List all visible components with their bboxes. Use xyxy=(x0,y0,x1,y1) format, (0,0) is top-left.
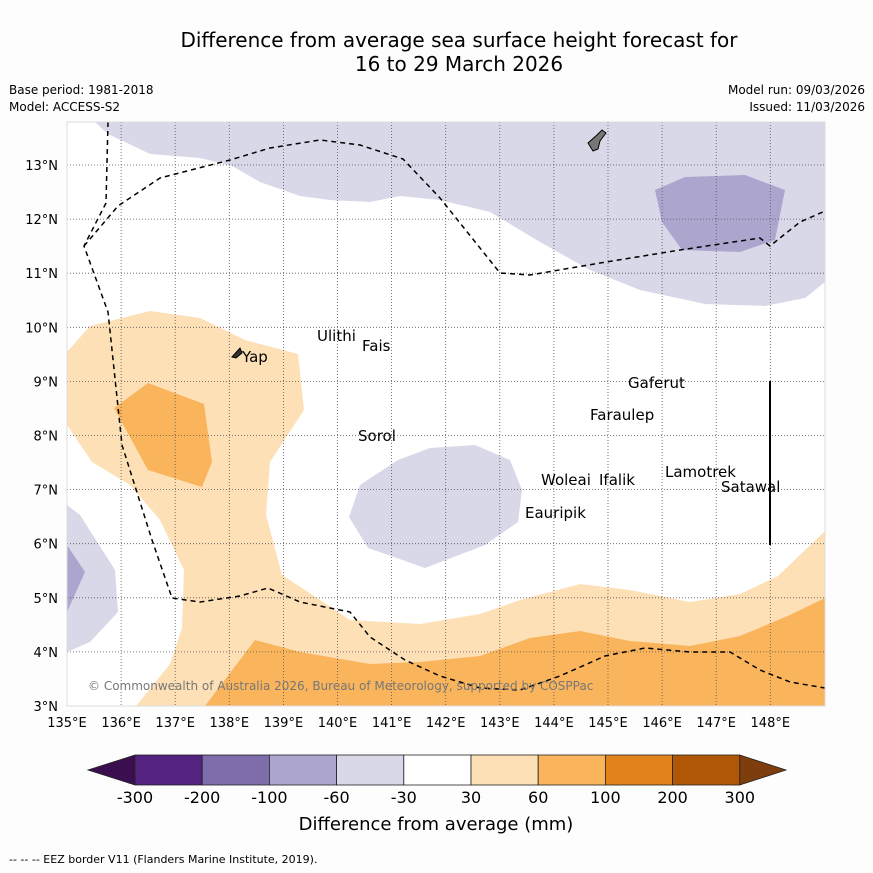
lat-tick-label: 11°N xyxy=(25,267,58,282)
place-label-fais: Fais xyxy=(362,337,391,355)
colorbar-extend-high xyxy=(739,754,788,786)
contour-neg60-west xyxy=(67,545,85,612)
contour-neg30-central xyxy=(349,445,522,568)
longitude-labels: 135°E 136°E 137°E 138°E 139°E 140°E 141°E 142°E… xyxy=(47,716,790,731)
contour-pos30-western xyxy=(67,311,825,706)
colorbar-axis-label: Difference from average (mm) xyxy=(299,814,574,835)
colorbar-tick-label: -30 xyxy=(391,788,417,807)
colorbar-tick-labels: -300 -200 -100 -60 -30 30 60 100 200 300 xyxy=(117,788,755,807)
lon-tick-label: 141°E xyxy=(372,716,412,731)
lon-tick-label: 138°E xyxy=(210,716,250,731)
colorbar-swatch xyxy=(672,754,741,786)
colorbar-swatch xyxy=(336,754,405,786)
lat-tick-label: 13°N xyxy=(25,159,58,174)
lat-tick-label: 3°N xyxy=(34,700,59,715)
place-label-yap: Yap xyxy=(241,348,268,366)
contour-neg30-north xyxy=(95,122,825,306)
colorbar-swatch xyxy=(134,754,203,786)
lon-tick-label: 137°E xyxy=(155,716,195,731)
lon-tick-label: 135°E xyxy=(47,716,87,731)
colorbar-tick-label: -100 xyxy=(251,788,287,807)
lon-tick-label: 145°E xyxy=(588,716,628,731)
lon-tick-label: 144°E xyxy=(534,716,574,731)
place-label-gaferut: Gaferut xyxy=(628,374,685,392)
lon-tick-label: 148°E xyxy=(751,716,791,731)
lon-tick-label: 140°E xyxy=(318,716,358,731)
colorbar-tick-label: 200 xyxy=(657,788,688,807)
title-line-1: Difference from average sea surface heig… xyxy=(180,28,738,52)
lon-tick-label: 143°E xyxy=(480,716,520,731)
meta-right: Model run: 09/03/2026 Issued: 11/03/2026 xyxy=(728,82,865,116)
colorbar-extend-low xyxy=(86,754,136,786)
copyright-notice: © Commonwealth of Australia 2026, Bureau… xyxy=(88,679,593,693)
place-label-woleai: Woleai xyxy=(541,471,591,489)
lon-tick-label: 147°E xyxy=(696,716,736,731)
model-run: Model run: 09/03/2026 xyxy=(727,83,865,97)
place-label-faraulep: Faraulep xyxy=(590,406,654,424)
colorbar-tick-label: 30 xyxy=(461,788,481,807)
place-label-lamotrek: Lamotrek xyxy=(665,463,736,481)
base-period: Base period: 1981-2018 xyxy=(9,83,154,97)
eez-footnote: -- -- -- EEZ border V11 (Flanders Marine… xyxy=(9,853,318,866)
place-label-satawal: Satawal xyxy=(721,478,780,496)
lat-tick-label: 4°N xyxy=(34,646,59,661)
title-line-2: 16 to 29 March 2026 xyxy=(354,52,564,76)
lon-tick-label: 139°E xyxy=(264,716,304,731)
meta-left: Base period: 1981-2018 Model: ACCESS-S2 xyxy=(9,82,154,116)
lat-lon-grid xyxy=(67,122,825,706)
place-label-ifalik: Ifalik xyxy=(599,471,635,489)
colorbar-tick-label: 60 xyxy=(528,788,548,807)
place-label-eauripik: Eauripik xyxy=(525,504,586,522)
colorbar-swatch xyxy=(537,754,606,786)
colorbar-tick-label: -300 xyxy=(117,788,153,807)
place-label-sorol: Sorol xyxy=(358,427,396,445)
colorbar-swatch xyxy=(403,754,472,786)
lat-tick-label: 10°N xyxy=(25,321,58,336)
lon-tick-label: 136°E xyxy=(101,716,141,731)
issued-date: Issued: 11/03/2026 xyxy=(749,100,865,114)
lat-tick-label: 9°N xyxy=(34,375,59,390)
lon-tick-label: 146°E xyxy=(642,716,682,731)
colorbar xyxy=(86,754,788,786)
colorbar-swatch xyxy=(605,754,674,786)
guam-island-shape xyxy=(587,129,607,152)
colorbar-swatch xyxy=(470,754,539,786)
place-label-ulithi: Ulithi xyxy=(317,327,356,345)
lat-tick-label: 5°N xyxy=(34,592,59,607)
colorbar-swatch xyxy=(268,754,337,786)
contour-neg60-north xyxy=(655,175,785,252)
colorbar-tick-label: 100 xyxy=(590,788,621,807)
chart-title: Difference from average sea surface heig… xyxy=(0,28,873,76)
colorbar-tick-label: -60 xyxy=(324,788,350,807)
eez-border-guam xyxy=(83,139,825,276)
contour-pos60-northwest xyxy=(114,383,212,487)
model-name: Model: ACCESS-S2 xyxy=(9,100,121,114)
lat-tick-label: 8°N xyxy=(34,430,59,445)
lat-tick-label: 6°N xyxy=(34,538,59,553)
colorbar-swatch xyxy=(201,754,270,786)
map-area: Yap Ulithi Fais Sorol Gaferut Faraulep W… xyxy=(67,122,825,706)
latitude-labels: 3°N 4°N 5°N 6°N 7°N 8°N 9°N 10°N 11°N 12°N 13°N xyxy=(25,159,58,715)
map-frame xyxy=(66,121,826,707)
lat-tick-label: 7°N xyxy=(34,484,59,499)
colorbar-tick-label: -200 xyxy=(184,788,220,807)
colorbar-tick-label: 300 xyxy=(725,788,756,807)
yap-island-shape xyxy=(231,347,243,359)
lon-tick-label: 142°E xyxy=(426,716,466,731)
eez-border-palau-yap xyxy=(83,122,825,691)
contour-neg30-west xyxy=(67,505,118,652)
lat-tick-label: 12°N xyxy=(25,213,58,228)
